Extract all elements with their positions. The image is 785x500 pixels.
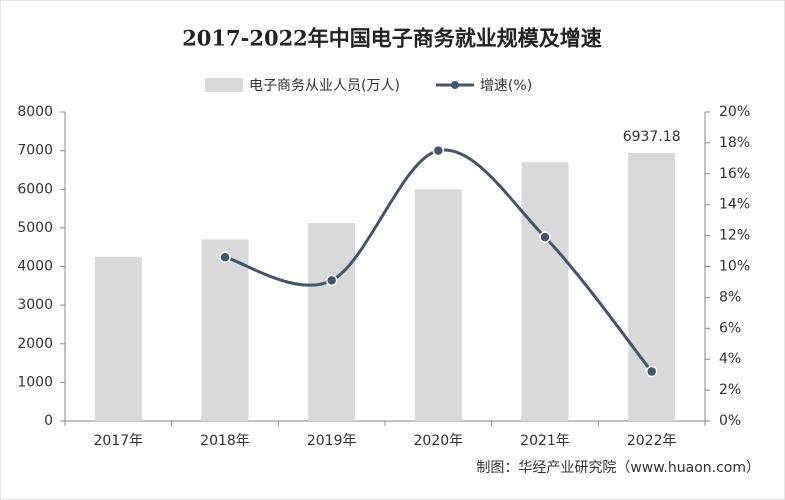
legend-label: 电子商务从业人员(万人) xyxy=(249,78,400,94)
y2-tick-label: 12% xyxy=(719,228,750,244)
y2-tick-label: 16% xyxy=(719,166,750,182)
y2-tick-label: 18% xyxy=(719,135,750,151)
y-tick-label: 2000 xyxy=(17,336,53,352)
source-note: 制图：华经产业研究院（www.huaon.com） xyxy=(476,460,760,476)
bar xyxy=(201,239,249,421)
data-label: 6937.18 xyxy=(623,129,681,145)
line-point xyxy=(325,274,338,287)
y2-tick-label: 14% xyxy=(719,197,750,213)
legend-swatch xyxy=(205,78,243,92)
y-tick-label: 7000 xyxy=(17,143,53,159)
bar xyxy=(94,256,142,421)
y2-tick-label: 0% xyxy=(719,413,741,429)
y2-tick-label: 6% xyxy=(719,320,741,336)
y-tick-label: 3000 xyxy=(17,297,53,313)
x-tick-label: 2021年 xyxy=(520,433,570,449)
y-tick-label: 0 xyxy=(44,413,53,429)
y2-tick-label: 10% xyxy=(719,259,750,275)
x-tick-label: 2019年 xyxy=(307,433,357,449)
y-tick-label: 8000 xyxy=(17,104,53,120)
x-tick-label: 2020年 xyxy=(414,433,464,449)
bar xyxy=(308,223,356,421)
y-tick-label: 1000 xyxy=(17,374,53,390)
bar xyxy=(628,153,676,421)
x-tick-label: 2017年 xyxy=(94,433,144,449)
legend-swatch xyxy=(450,81,459,89)
x-tick-label: 2018年 xyxy=(200,433,250,449)
y-tick-label: 4000 xyxy=(17,259,53,275)
line-point xyxy=(539,231,551,243)
line-point xyxy=(432,144,445,157)
chart-title: 2017-2022年中国电子商务就业规模及增速 xyxy=(182,26,602,51)
y2-tick-label: 20% xyxy=(719,104,750,120)
x-tick-label: 2022年 xyxy=(627,433,677,449)
legend-label: 增速(%) xyxy=(480,78,532,94)
y-tick-label: 6000 xyxy=(17,181,53,197)
line-point xyxy=(219,251,231,263)
y2-tick-label: 2% xyxy=(719,382,741,398)
y2-tick-label: 4% xyxy=(719,351,741,367)
y2-tick-label: 8% xyxy=(719,289,741,305)
y-tick-label: 5000 xyxy=(17,220,53,236)
line-point xyxy=(645,365,658,378)
bar xyxy=(521,162,569,421)
bar xyxy=(414,189,462,421)
